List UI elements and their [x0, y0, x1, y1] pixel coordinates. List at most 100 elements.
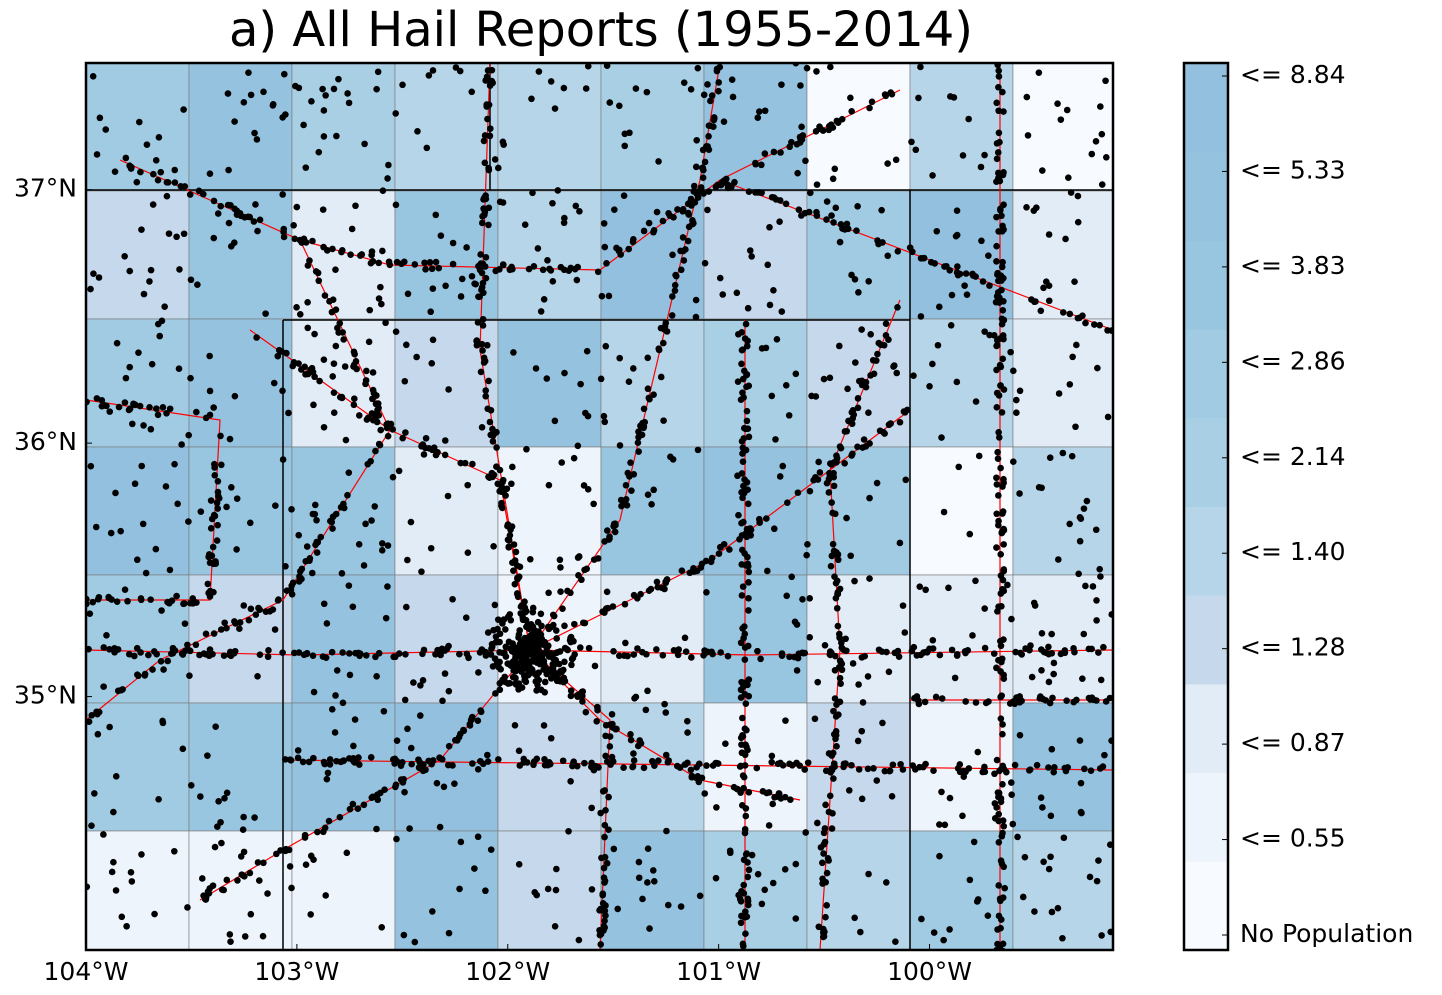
- hail-report: [537, 610, 545, 618]
- hail-report: [873, 479, 881, 487]
- hail-report: [206, 559, 214, 567]
- hail-report: [1008, 791, 1015, 799]
- hail-report: [475, 293, 482, 300]
- hail-report: [602, 912, 609, 919]
- hail-report: [554, 187, 562, 194]
- hail-report: [545, 481, 553, 489]
- hail-report: [705, 133, 712, 140]
- hail-report: [112, 887, 120, 894]
- hail-report: [86, 645, 92, 653]
- hail-report: [779, 462, 787, 470]
- hail-report: [1027, 642, 1034, 649]
- hail-report: [547, 734, 555, 742]
- hail-report: [1033, 761, 1041, 769]
- hail-report: [648, 757, 656, 765]
- hail-report: [207, 525, 215, 532]
- hail-report: [659, 217, 667, 225]
- colorbar-label: <= 3.83: [1240, 251, 1346, 280]
- hail-report: [739, 450, 746, 457]
- hail-report: [644, 491, 652, 499]
- hail-report: [883, 648, 890, 656]
- hail-report: [491, 655, 499, 662]
- hail-report: [209, 543, 217, 551]
- hail-report: [315, 277, 323, 285]
- hail-report: [738, 561, 746, 568]
- hail-report: [352, 202, 359, 210]
- hail-report: [629, 763, 637, 770]
- hail-report: [758, 161, 765, 169]
- hail-report: [556, 556, 564, 564]
- hail-report: [540, 295, 548, 303]
- hail-report: [256, 216, 264, 224]
- hail-report: [969, 632, 976, 639]
- hail-report: [634, 645, 641, 652]
- hail-report: [836, 443, 844, 450]
- hail-report: [415, 756, 422, 763]
- hail-report: [468, 714, 476, 722]
- hail-report: [811, 715, 819, 723]
- hail-report: [708, 648, 715, 656]
- hail-report: [340, 336, 347, 343]
- hail-report: [319, 85, 326, 93]
- hail-report: [684, 717, 691, 725]
- hail-report: [106, 723, 113, 731]
- hail-report: [654, 583, 662, 591]
- hail-report: [1031, 908, 1038, 915]
- hail-report: [886, 767, 894, 775]
- hail-report: [594, 555, 602, 562]
- hail-report: [1049, 694, 1056, 702]
- hail-report: [728, 76, 736, 83]
- hail-report: [208, 552, 216, 560]
- hail-report: [504, 536, 512, 544]
- hail-report: [445, 742, 453, 750]
- hail-report: [360, 562, 368, 569]
- hail-report: [485, 221, 492, 229]
- hail-report: [918, 915, 925, 923]
- hail-report: [385, 161, 392, 169]
- hail-report: [466, 720, 474, 728]
- hail-report: [684, 209, 692, 217]
- hail-report: [538, 653, 546, 661]
- hail-report: [600, 220, 608, 227]
- hail-report: [157, 658, 165, 665]
- hail-report: [378, 547, 386, 554]
- hail-report: [197, 508, 205, 515]
- hail-report: [561, 644, 569, 652]
- hail-report: [214, 521, 221, 529]
- hail-report: [93, 151, 101, 158]
- hail-report: [894, 247, 902, 255]
- hail-report: [1083, 497, 1091, 505]
- hail-report: [806, 487, 814, 495]
- hail-report: [351, 758, 359, 766]
- hail-report: [112, 489, 119, 497]
- hail-report: [834, 622, 842, 630]
- hail-report: [379, 247, 386, 255]
- hail-report: [660, 339, 667, 347]
- hail-report: [253, 136, 261, 143]
- hail-report: [743, 342, 751, 350]
- hail-report: [113, 598, 121, 605]
- hail-report: [171, 460, 178, 468]
- hail-report: [1082, 319, 1089, 327]
- hail-report: [221, 619, 228, 627]
- hail-report: [822, 767, 830, 775]
- hail-report: [997, 550, 1005, 558]
- hail-report: [308, 364, 316, 372]
- hail-report: [483, 103, 491, 110]
- hail-report: [328, 648, 336, 656]
- hail-report: [146, 278, 153, 285]
- hail-report: [602, 806, 609, 814]
- hail-report: [1028, 673, 1036, 681]
- hail-report: [429, 908, 436, 915]
- hail-report: [694, 64, 702, 72]
- hail-report: [680, 79, 688, 86]
- hail-report: [1067, 189, 1075, 196]
- hail-report: [801, 766, 809, 773]
- hail-report: [479, 260, 487, 267]
- hail-report: [668, 312, 676, 319]
- hail-report: [993, 404, 1001, 411]
- hail-report: [296, 310, 304, 318]
- hail-report: [1088, 150, 1096, 158]
- hail-report: [156, 332, 164, 340]
- hail-report: [994, 455, 1002, 462]
